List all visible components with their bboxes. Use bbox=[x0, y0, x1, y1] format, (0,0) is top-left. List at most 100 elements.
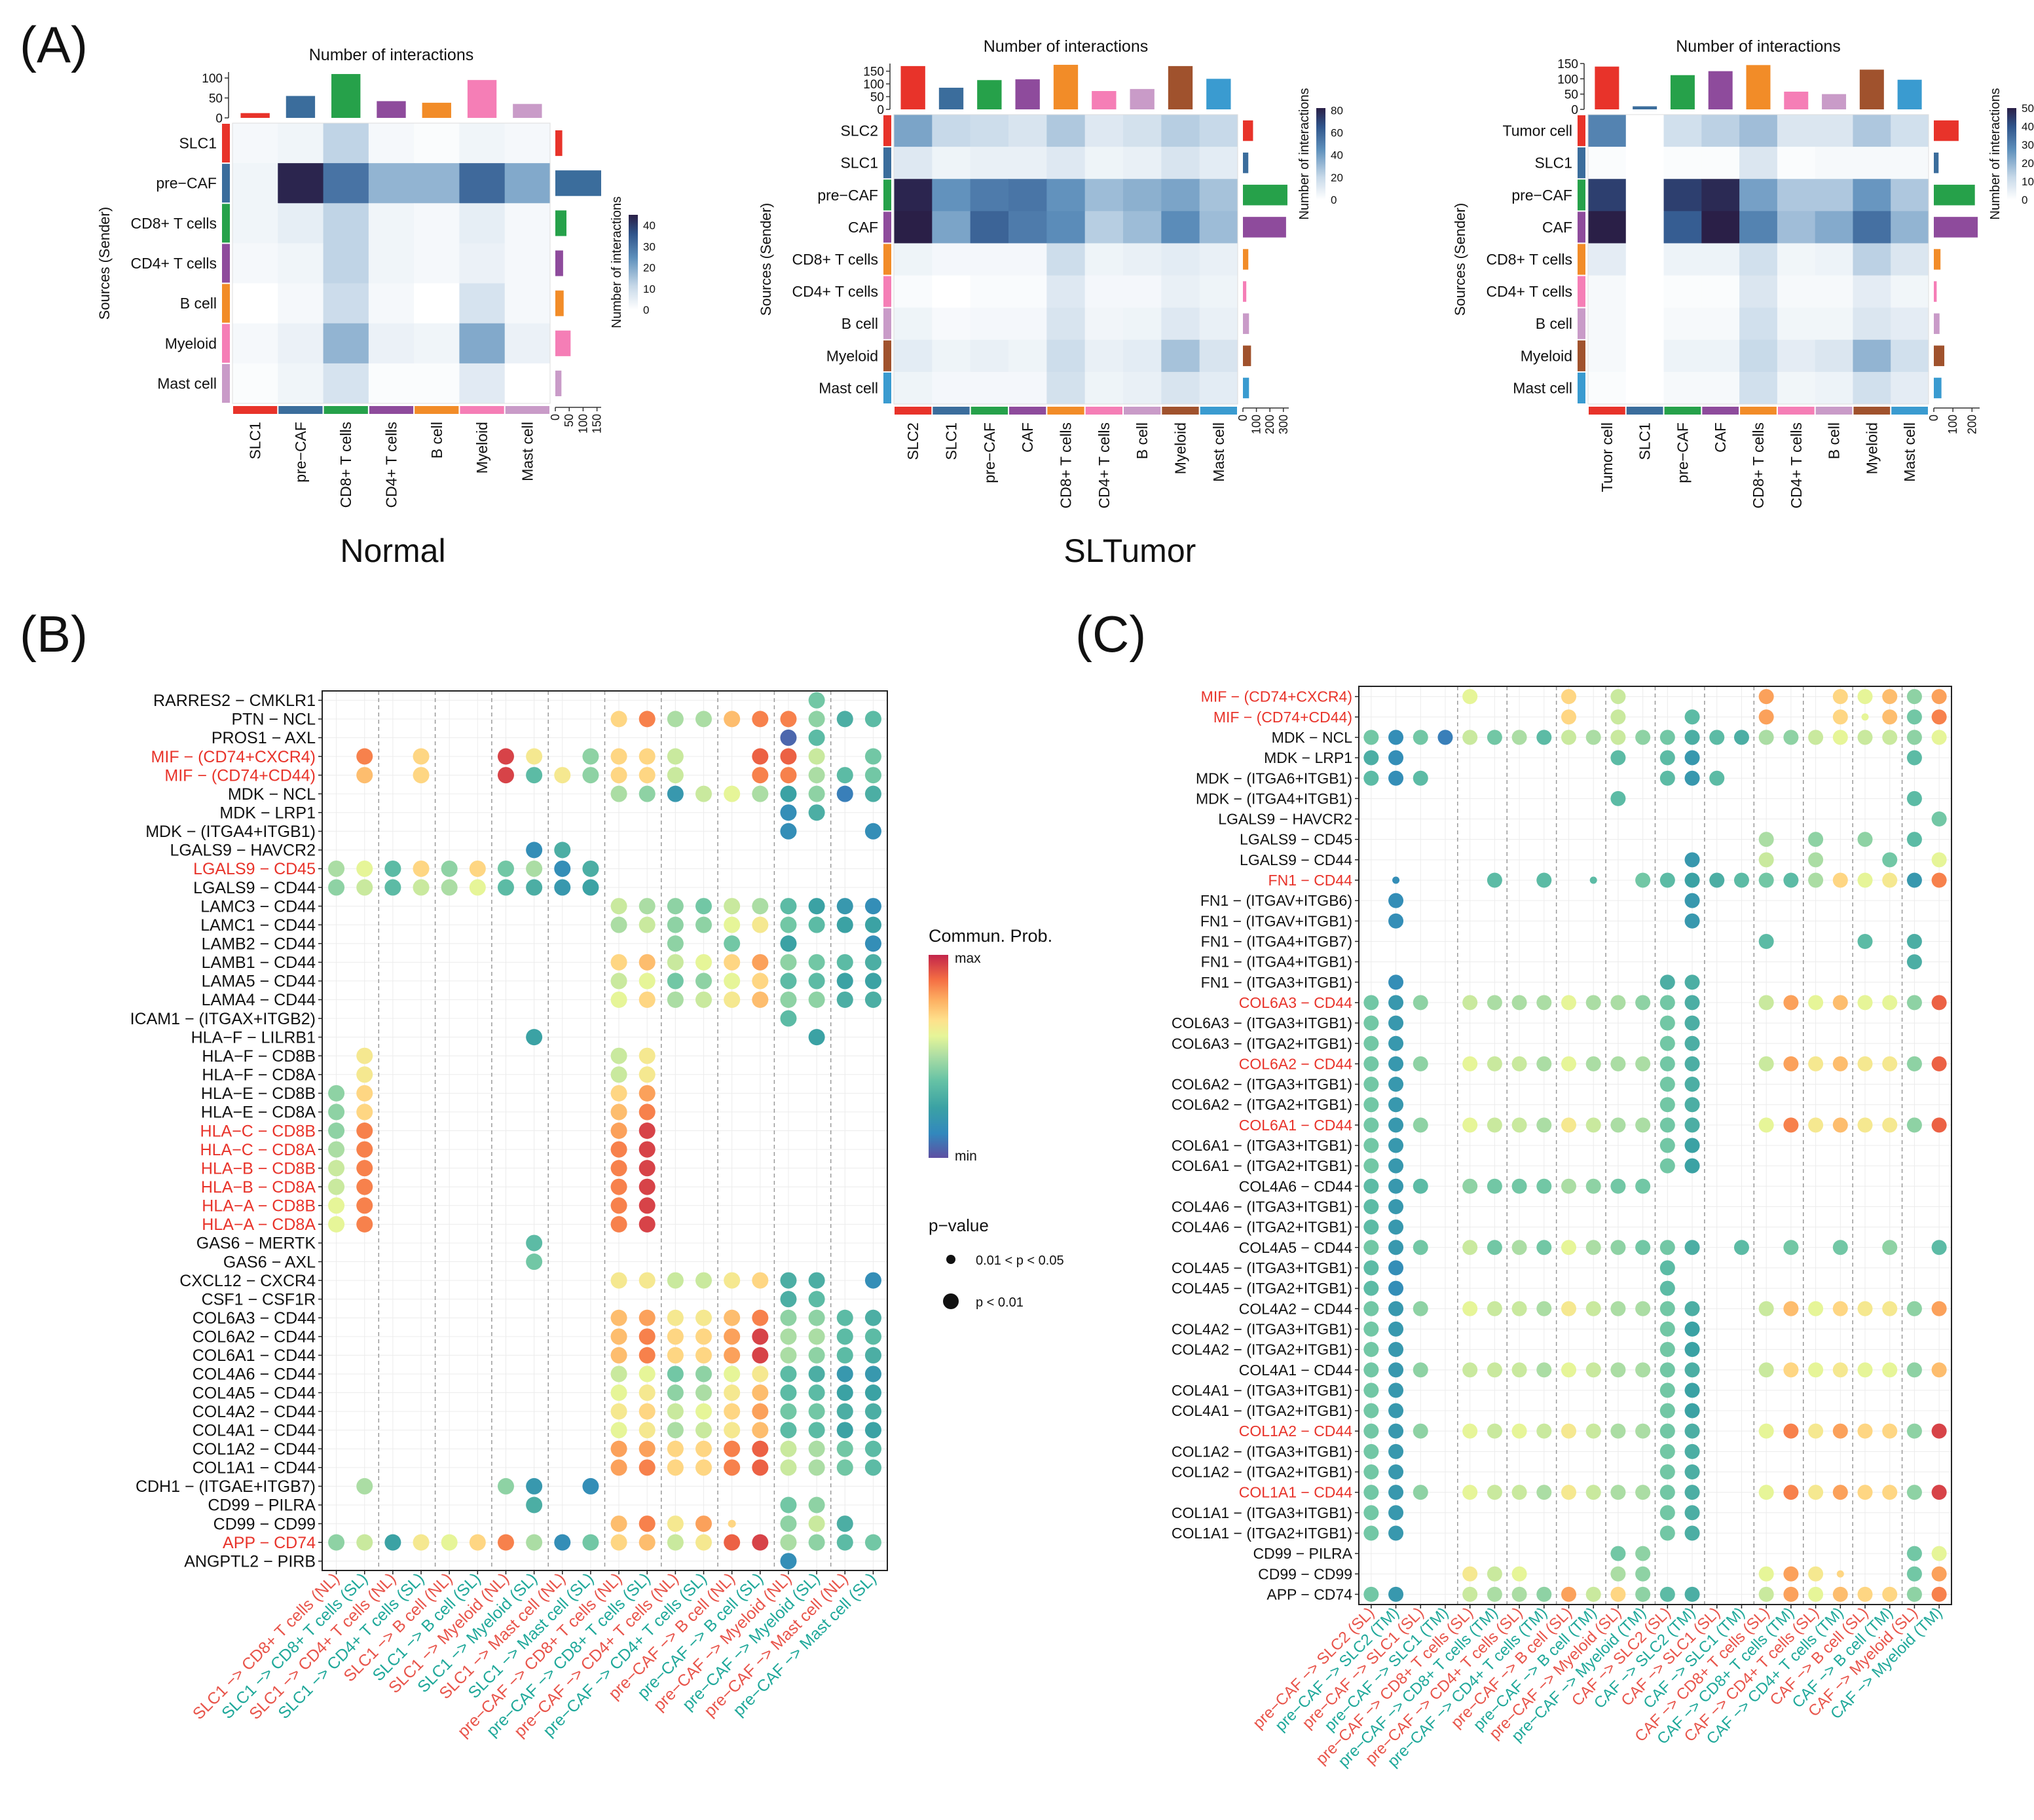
heatmap-cell bbox=[459, 123, 506, 164]
bubble-point bbox=[1808, 1117, 1824, 1133]
bubble-point bbox=[610, 1047, 627, 1064]
row-label: PTN − NCL bbox=[231, 711, 316, 729]
bubble-point bbox=[1388, 1077, 1404, 1092]
heatmap-cell bbox=[459, 203, 506, 244]
heatmap-cell bbox=[459, 243, 506, 284]
bubble-point bbox=[724, 1384, 741, 1402]
bubble-point bbox=[1659, 1464, 1675, 1479]
receiver-color-bar bbox=[1891, 407, 1928, 415]
heatmap-cell bbox=[1588, 243, 1627, 276]
heatmap-cell bbox=[1625, 307, 1665, 341]
heatmap-cell bbox=[1008, 307, 1047, 341]
right-bar-tick-label: 0 bbox=[549, 414, 562, 420]
bubble-point bbox=[638, 711, 656, 728]
bubble-point bbox=[864, 785, 881, 802]
receiver-label: Tumor cell bbox=[1599, 422, 1616, 492]
bubble-point bbox=[610, 767, 627, 784]
sender-color-bar bbox=[222, 204, 230, 243]
receiver-color-bar bbox=[1853, 407, 1891, 415]
bubble-point bbox=[808, 1440, 825, 1457]
heatmap-cell bbox=[1891, 147, 1929, 179]
top-bar bbox=[1130, 88, 1155, 109]
sender-color-bar bbox=[222, 324, 230, 363]
bubble-point bbox=[1635, 1586, 1651, 1602]
bubble-point bbox=[1413, 1423, 1428, 1439]
bubble-point bbox=[1388, 995, 1404, 1011]
bubble-point bbox=[1363, 1321, 1379, 1337]
right-bar bbox=[555, 210, 566, 236]
heatmap-cell bbox=[414, 163, 460, 204]
bubble-point bbox=[1487, 1485, 1502, 1500]
bubble-point bbox=[864, 1403, 881, 1420]
bubble-point bbox=[1388, 1198, 1404, 1214]
bubble-point bbox=[864, 748, 881, 765]
bubble-point bbox=[610, 1066, 627, 1083]
heatmap-cell bbox=[1084, 339, 1124, 373]
row-label: COL6A2 − CD44 bbox=[193, 1328, 316, 1346]
row-label: COL4A2 − CD44 bbox=[1239, 1300, 1352, 1317]
bubble-point bbox=[1659, 770, 1675, 786]
bubble-point bbox=[638, 1197, 656, 1214]
bubble-point bbox=[526, 1254, 543, 1271]
bubble-point bbox=[1861, 713, 1869, 721]
legend-title: Number of interactions bbox=[1988, 88, 2003, 219]
heatmap-cell bbox=[1046, 211, 1086, 244]
bubble-point bbox=[1659, 1586, 1675, 1602]
bubble-point bbox=[1388, 1443, 1404, 1459]
bubble-point bbox=[752, 1534, 769, 1551]
right-bar-tick-label: 100 bbox=[1946, 415, 1959, 434]
bubble-point bbox=[1733, 1240, 1749, 1255]
heatmap-cell bbox=[1777, 371, 1816, 405]
bubble-point bbox=[1882, 1056, 1898, 1071]
bubble-point bbox=[1906, 730, 1922, 745]
bubble-point bbox=[1610, 750, 1626, 766]
row-label: HLA−A − CD8A bbox=[202, 1216, 316, 1234]
bubble-point bbox=[1363, 1301, 1379, 1316]
bubble-point bbox=[356, 1141, 373, 1158]
receiver-label: CAF bbox=[1019, 422, 1036, 453]
bubble-point bbox=[1684, 709, 1700, 725]
bubble-point bbox=[1758, 1566, 1774, 1582]
bubble-point bbox=[638, 1123, 656, 1139]
right-bar bbox=[1934, 377, 1942, 399]
bubble-point bbox=[554, 842, 571, 859]
bubble-point bbox=[1684, 1077, 1700, 1092]
top-bar bbox=[1168, 65, 1193, 109]
sender-color-bar bbox=[883, 276, 891, 307]
bubble-point bbox=[1906, 933, 1922, 949]
bubble-point bbox=[638, 1328, 656, 1345]
receiver-color-bar bbox=[1009, 407, 1046, 415]
bubble-point bbox=[1832, 689, 1848, 705]
bubble-point bbox=[864, 1365, 881, 1383]
receiver-color-bar bbox=[505, 406, 549, 414]
row-label: COL4A6 − (ITGA3+ITGB1) bbox=[1172, 1198, 1352, 1216]
bubble-point bbox=[1659, 1423, 1675, 1439]
heatmap-tumor: Tumor cell SLC1 pre−CAF CAF CD8+ T cells CD4+… bbox=[1103, 37, 2034, 569]
heatmap-cell bbox=[1046, 147, 1086, 179]
bubble-point bbox=[441, 879, 458, 896]
bubble-point bbox=[724, 1440, 741, 1457]
bubble-point bbox=[808, 1403, 825, 1420]
heatmap-cell bbox=[1008, 115, 1047, 147]
bubble-point bbox=[1659, 1383, 1675, 1398]
heatmap-cell bbox=[1777, 339, 1816, 373]
bubble-point bbox=[1536, 1117, 1552, 1133]
receiver-label: SLC2 bbox=[904, 422, 921, 460]
right-bar-tick-label: 200 bbox=[1263, 415, 1276, 434]
bubble-point bbox=[752, 1403, 769, 1420]
receiver-label: Mast cell bbox=[1210, 422, 1227, 482]
bubble-point bbox=[808, 1534, 825, 1551]
heatmap-cell bbox=[970, 147, 1009, 179]
bubble-point bbox=[724, 1272, 741, 1289]
bubble-point bbox=[1610, 1586, 1626, 1602]
bubble-point bbox=[1857, 933, 1873, 949]
bubble-point bbox=[1931, 1546, 1947, 1561]
bubble-point bbox=[384, 879, 401, 896]
heatmap-cell bbox=[1084, 275, 1124, 308]
heatmap-cell bbox=[278, 283, 324, 324]
legend-tick-label: 0 bbox=[643, 304, 649, 316]
bubble-point bbox=[1931, 872, 1947, 888]
bubble-point bbox=[1363, 1178, 1379, 1194]
bubble-point bbox=[1363, 1056, 1379, 1071]
